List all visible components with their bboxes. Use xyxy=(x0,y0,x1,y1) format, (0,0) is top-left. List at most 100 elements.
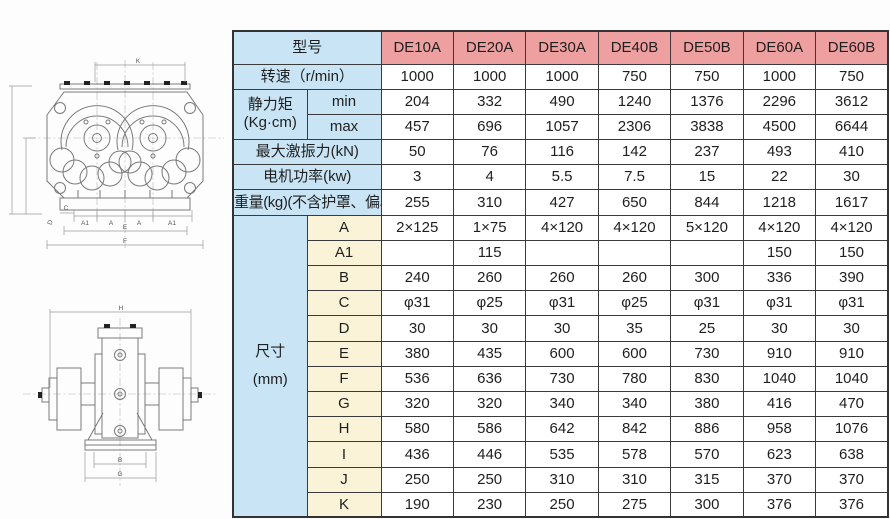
value-cell: 1376 xyxy=(670,88,744,115)
dim-label-G: G xyxy=(117,471,122,478)
value-cell: 115 xyxy=(452,239,527,267)
value-cell: 535 xyxy=(525,441,599,468)
value-cell: 30 xyxy=(525,315,599,342)
value-cell: 250 xyxy=(452,466,527,493)
value-cell: 390 xyxy=(815,264,889,292)
value-cell: 435 xyxy=(452,340,527,367)
value-cell: 1218 xyxy=(742,189,817,216)
dim-key-F: F xyxy=(306,365,382,392)
value-cell: φ31 xyxy=(670,290,744,317)
value-cell: 1057 xyxy=(525,113,599,141)
dim-key-E: E xyxy=(306,340,382,367)
value-cell: 3 xyxy=(380,164,454,191)
model-header-cell: DE30A xyxy=(525,30,599,65)
dim-label-K: K xyxy=(136,58,141,65)
value-cell: φ25 xyxy=(597,290,672,317)
value-cell: 150 xyxy=(815,239,889,267)
value-cell: 7.5 xyxy=(597,164,672,191)
value-cell: 570 xyxy=(670,441,744,468)
value-cell xyxy=(525,239,599,267)
dim-key-J: J xyxy=(306,466,382,493)
value-cell: φ25 xyxy=(452,290,527,317)
row-label-dimensions: 尺寸 (mm) xyxy=(232,214,308,518)
value-cell: 886 xyxy=(670,416,744,443)
value-cell: 380 xyxy=(670,390,744,418)
value-cell: 380 xyxy=(380,340,454,367)
value-cell: 250 xyxy=(525,491,599,518)
model-header-cell: DE60B xyxy=(815,30,889,65)
dim-label-A1-right: A1 xyxy=(168,220,176,227)
model-header-cell: DE40B xyxy=(597,30,672,65)
value-cell: 410 xyxy=(815,139,889,166)
value-cell: 5×120 xyxy=(670,214,744,241)
model-header-cell: DE50B xyxy=(670,30,744,65)
row-label-min: min xyxy=(306,88,382,115)
dim-key-A: A xyxy=(306,214,382,241)
value-cell: 2296 xyxy=(742,88,817,115)
value-cell: 260 xyxy=(597,264,672,292)
spec-table: 型号 DE10A DE20A DE30A DE40B DE50B DE60A DE60B 转… xyxy=(232,30,889,519)
value-cell: 190 xyxy=(380,491,454,518)
value-cell: 260 xyxy=(452,264,527,292)
value-cell: 750 xyxy=(815,63,889,90)
value-cell: 830 xyxy=(670,365,744,392)
value-cell: 150 xyxy=(742,239,817,267)
value-cell: 76 xyxy=(452,139,527,166)
value-cell: 310 xyxy=(452,189,527,216)
row-label-max: max xyxy=(306,113,382,141)
value-cell: 4×120 xyxy=(597,214,672,241)
value-cell: 30 xyxy=(380,315,454,342)
value-cell: 237 xyxy=(670,139,744,166)
value-cell: 116 xyxy=(525,139,599,166)
dimensions-unit: (mm) xyxy=(252,371,288,388)
value-cell: 1240 xyxy=(597,88,672,115)
value-cell: 15 xyxy=(670,164,744,191)
value-cell: 750 xyxy=(670,63,744,90)
value-cell: 3612 xyxy=(815,88,889,115)
spec-table-container: 型号 DE10A DE20A DE30A DE40B DE50B DE60A DE60B 转… xyxy=(232,30,889,519)
row-label-force: 最大激振力(kN) xyxy=(232,139,382,166)
value-cell: 260 xyxy=(525,264,599,292)
value-cell: 636 xyxy=(452,365,527,392)
value-cell: 750 xyxy=(597,63,672,90)
dim-key-K: K xyxy=(306,491,382,518)
value-cell: 250 xyxy=(380,466,454,493)
value-cell: 1000 xyxy=(380,63,454,90)
value-cell: 536 xyxy=(380,365,454,392)
value-cell: 600 xyxy=(597,340,672,367)
dim-key-C: C xyxy=(306,290,382,317)
exciter-front-view-drawing: K C D A1 A A A1 E F xyxy=(9,58,224,250)
value-cell: 1000 xyxy=(742,63,817,90)
value-cell: 300 xyxy=(670,491,744,518)
value-cell: 320 xyxy=(380,390,454,418)
value-cell: 642 xyxy=(525,416,599,443)
value-cell: 427 xyxy=(525,189,599,216)
value-cell: 638 xyxy=(815,441,889,468)
value-cell: 910 xyxy=(815,340,889,367)
dim-label-H: H xyxy=(119,305,124,312)
value-cell: 320 xyxy=(452,390,527,418)
dim-key-I: I xyxy=(306,441,382,468)
dimensions-label: 尺寸 xyxy=(255,343,286,360)
value-cell: 600 xyxy=(525,340,599,367)
value-cell: 30 xyxy=(815,164,889,191)
static-moment-label: 静力矩 xyxy=(247,95,293,113)
dim-key-B: B xyxy=(306,264,382,292)
dim-label-B: B xyxy=(118,457,122,464)
model-header-cell: DE60A xyxy=(742,30,817,65)
value-cell xyxy=(597,239,672,267)
value-cell: 4500 xyxy=(742,113,817,141)
value-cell: 6644 xyxy=(815,113,889,141)
dim-label-A1-left: A1 xyxy=(81,220,89,227)
value-cell: 2×125 xyxy=(380,214,454,241)
value-cell: 376 xyxy=(742,491,817,518)
value-cell: 730 xyxy=(525,365,599,392)
value-cell: φ31 xyxy=(380,290,454,317)
row-label-power: 电机功率(kw) xyxy=(232,164,382,191)
model-header-cell: DE20A xyxy=(452,30,527,65)
value-cell xyxy=(670,239,744,267)
value-cell: 30 xyxy=(452,315,527,342)
model-header-cell: DE10A xyxy=(380,30,454,65)
value-cell: 240 xyxy=(380,264,454,292)
